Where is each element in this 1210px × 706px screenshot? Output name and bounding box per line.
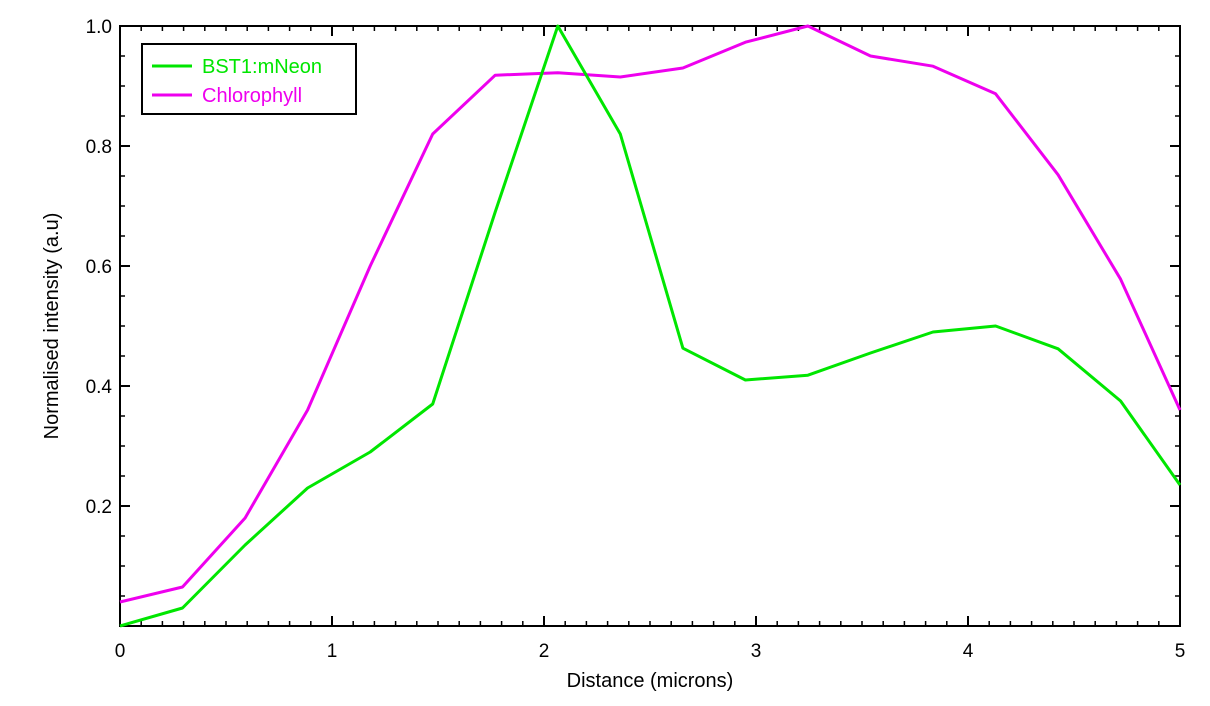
- plot-frame: [119, 25, 1181, 627]
- x-tick-label: 0: [115, 641, 126, 662]
- legend: BST1:mNeon Chlorophyll: [141, 43, 357, 115]
- x-tick-label: 1: [327, 641, 338, 662]
- legend-label-0: BST1:mNeon: [202, 56, 322, 78]
- x-tick-label: 3: [751, 641, 762, 662]
- y-tick-label: 0.2: [86, 497, 112, 518]
- x-tick-label: 4: [963, 641, 974, 662]
- y-axis-title: Normalised intensity (a.u): [41, 213, 63, 440]
- series-line-0: [119, 24, 1182, 628]
- y-tick-label: 0.6: [86, 257, 112, 278]
- legend-label-1: Chlorophyll: [202, 85, 302, 107]
- ticks-layer: 0 1 2 3 4 5 0.2 0.4 0.6 0.8 1.0: [86, 17, 1186, 662]
- series-layer: [119, 24, 1182, 628]
- x-axis-title: Distance (microns): [567, 670, 734, 692]
- y-tick-label: 0.4: [86, 377, 113, 398]
- x-tick-label: 5: [1175, 641, 1186, 662]
- series-line-1: [119, 24, 1182, 604]
- legend-box: [141, 43, 357, 115]
- y-tick-label: 0.8: [86, 137, 112, 158]
- x-tick-label: 2: [539, 641, 550, 662]
- y-tick-label: 1.0: [86, 17, 112, 38]
